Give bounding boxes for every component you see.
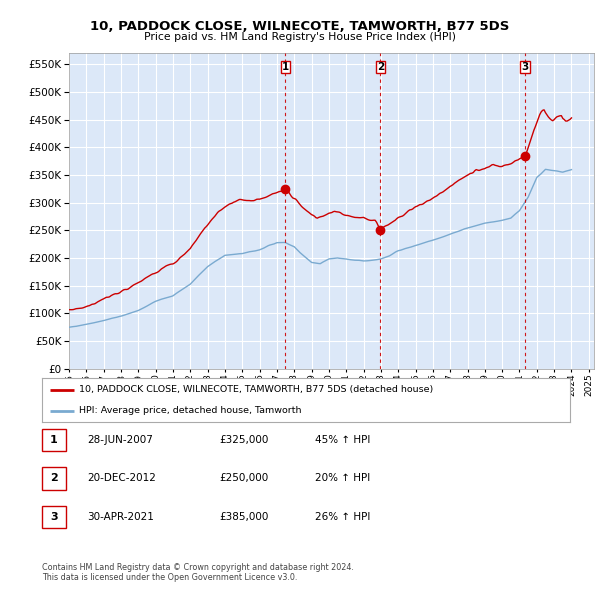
Text: 45% ↑ HPI: 45% ↑ HPI [315,435,370,445]
Text: 10, PADDOCK CLOSE, WILNECOTE, TAMWORTH, B77 5DS (detached house): 10, PADDOCK CLOSE, WILNECOTE, TAMWORTH, … [79,385,433,395]
Text: 20% ↑ HPI: 20% ↑ HPI [315,474,370,483]
Text: 2: 2 [377,63,384,73]
Text: 20-DEC-2012: 20-DEC-2012 [87,474,156,483]
Text: 2: 2 [50,474,58,483]
Text: 30-APR-2021: 30-APR-2021 [87,512,154,522]
Text: 3: 3 [50,512,58,522]
Text: This data is licensed under the Open Government Licence v3.0.: This data is licensed under the Open Gov… [42,572,298,582]
Text: 1: 1 [50,435,58,445]
Text: Contains HM Land Registry data © Crown copyright and database right 2024.: Contains HM Land Registry data © Crown c… [42,563,354,572]
Text: HPI: Average price, detached house, Tamworth: HPI: Average price, detached house, Tamw… [79,407,301,415]
Text: Price paid vs. HM Land Registry's House Price Index (HPI): Price paid vs. HM Land Registry's House … [144,32,456,42]
Text: £250,000: £250,000 [219,474,268,483]
FancyBboxPatch shape [520,61,530,73]
Text: 10, PADDOCK CLOSE, WILNECOTE, TAMWORTH, B77 5DS: 10, PADDOCK CLOSE, WILNECOTE, TAMWORTH, … [91,20,509,33]
Text: £385,000: £385,000 [219,512,268,522]
FancyBboxPatch shape [376,61,385,73]
FancyBboxPatch shape [281,61,290,73]
Text: £325,000: £325,000 [219,435,268,445]
Text: 1: 1 [282,63,289,73]
Text: 26% ↑ HPI: 26% ↑ HPI [315,512,370,522]
Text: 28-JUN-2007: 28-JUN-2007 [87,435,153,445]
Text: 3: 3 [521,63,529,73]
